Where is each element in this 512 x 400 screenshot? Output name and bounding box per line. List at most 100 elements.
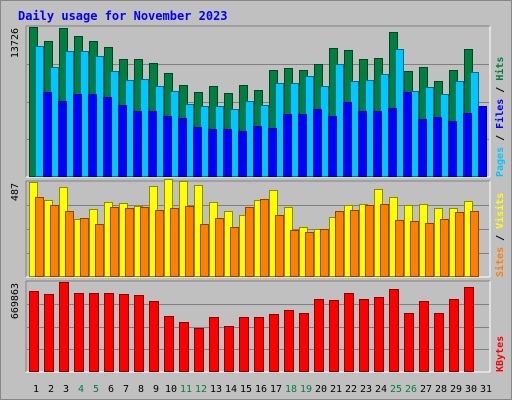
bar-sites-day-11 [185, 206, 194, 277]
bar-kbytes-day-18 [284, 310, 294, 372]
bar-files-day-27 [433, 117, 442, 177]
legend-kbytes: KBytes [495, 336, 506, 372]
bar-kbytes-day-29 [449, 299, 459, 372]
bar-sites-day-28 [440, 219, 449, 277]
bar-sites-day-23 [365, 205, 374, 277]
x-tick-day-6: 6 [108, 384, 114, 395]
bar-kbytes-day-6 [104, 293, 114, 372]
bar-sites-day-25 [395, 220, 404, 277]
x-tick-day-7: 7 [123, 384, 129, 395]
bar-files-day-25 [403, 92, 412, 177]
x-tick-day-22: 22 [345, 384, 357, 395]
bar-kbytes-day-9 [149, 301, 159, 372]
bar-sites-day-16 [260, 199, 269, 277]
bar-sites-day-2 [50, 205, 59, 277]
bar-files-day-15 [253, 126, 262, 177]
bar-kbytes-day-4 [74, 293, 84, 372]
bar-kbytes-day-2 [44, 294, 54, 372]
bar-pages-day-1 [35, 46, 44, 177]
bar-sites-day-7 [125, 208, 134, 277]
bar-kbytes-day-15 [239, 317, 249, 372]
bar-files-day-14 [238, 131, 247, 177]
legend-item-hits: Hits [494, 57, 506, 81]
bar-files-day-28 [448, 121, 457, 177]
x-tick-day-2: 2 [48, 384, 54, 395]
x-tick-day-9: 9 [153, 384, 159, 395]
bar-kbytes-day-28 [434, 313, 444, 372]
bar-files-day-3 [73, 94, 82, 177]
bar-kbytes-day-19 [299, 313, 309, 372]
bar-files-day-20 [328, 116, 337, 177]
bar-sites-day-3 [65, 211, 74, 277]
legend-item-sites: Sites [494, 247, 506, 277]
bar-sites-day-19 [305, 232, 314, 277]
bar-sites-day-14 [230, 227, 239, 277]
x-tick-day-23: 23 [360, 384, 372, 395]
bar-files-day-22 [358, 111, 367, 177]
bar-kbytes-day-7 [119, 294, 129, 372]
bar-kbytes-day-30 [464, 287, 474, 372]
x-tick-day-11: 11 [180, 384, 192, 395]
x-tick-day-17: 17 [270, 384, 282, 395]
bar-files-day-30 [478, 106, 487, 177]
x-tick-day-27: 27 [420, 384, 432, 395]
bar-sites-day-6 [110, 207, 119, 277]
bar-kbytes-day-21 [329, 300, 339, 372]
x-tick-day-10: 10 [165, 384, 177, 395]
bar-sites-day-1 [35, 197, 44, 277]
legend-separator: / [495, 229, 506, 247]
legend-hits-files-pages: Pages / Files / Hits [494, 57, 506, 177]
bar-sites-day-22 [350, 210, 359, 277]
bar-files-day-2 [58, 101, 67, 177]
bar-files-day-5 [103, 97, 112, 177]
x-tick-day-5: 5 [93, 384, 99, 395]
x-tick-day-1: 1 [33, 384, 39, 395]
max-label-kbytes: 669863 [10, 283, 21, 319]
x-tick-day-25: 25 [390, 384, 402, 395]
bar-kbytes-day-1 [29, 291, 39, 372]
bar-sites-day-4 [80, 218, 89, 277]
legend-separator: / [495, 129, 506, 147]
bar-sites-day-17 [275, 215, 284, 277]
bar-files-day-9 [163, 116, 172, 177]
x-tick-day-13: 13 [210, 384, 222, 395]
bar-kbytes-day-27 [419, 301, 429, 372]
x-tick-day-20: 20 [315, 384, 327, 395]
bar-sites-day-15 [245, 207, 254, 277]
x-tick-day-29: 29 [450, 384, 462, 395]
x-tick-day-28: 28 [435, 384, 447, 395]
legend-item-kbytes: KBytes [495, 336, 506, 372]
bar-kbytes-day-5 [89, 293, 99, 372]
x-tick-day-19: 19 [300, 384, 312, 395]
bar-files-day-12 [208, 129, 217, 177]
bar-files-day-29 [463, 113, 472, 177]
bar-sites-day-20 [320, 229, 329, 277]
bar-files-day-6 [118, 105, 127, 177]
bar-kbytes-day-26 [404, 313, 414, 372]
bar-kbytes-day-22 [344, 293, 354, 372]
x-tick-day-12: 12 [195, 384, 207, 395]
legend-visits-sites: Sites / Visits [494, 193, 506, 277]
bar-files-day-23 [373, 111, 382, 177]
x-tick-day-15: 15 [240, 384, 252, 395]
x-tick-day-8: 8 [138, 384, 144, 395]
legend-item-pages: Pages [495, 147, 506, 177]
legend-item-visits: Visits [494, 193, 506, 229]
bar-kbytes-day-25 [389, 289, 399, 372]
bar-sites-day-8 [140, 207, 149, 277]
bar-kbytes-day-11 [179, 322, 189, 372]
x-tick-day-18: 18 [285, 384, 297, 395]
bar-kbytes-day-20 [314, 299, 324, 372]
bar-files-day-1 [43, 92, 52, 177]
x-tick-day-4: 4 [78, 384, 84, 395]
bar-sites-day-26 [410, 221, 419, 277]
bar-sites-day-5 [95, 224, 104, 277]
bar-kbytes-day-24 [374, 297, 384, 372]
bar-sites-day-29 [455, 212, 464, 277]
bar-kbytes-day-3 [59, 282, 69, 372]
bar-kbytes-day-17 [269, 314, 279, 372]
bar-sites-day-12 [200, 224, 209, 277]
bar-kbytes-day-10 [164, 316, 174, 372]
max-label-hits-files-pages: 13726 [10, 28, 21, 58]
